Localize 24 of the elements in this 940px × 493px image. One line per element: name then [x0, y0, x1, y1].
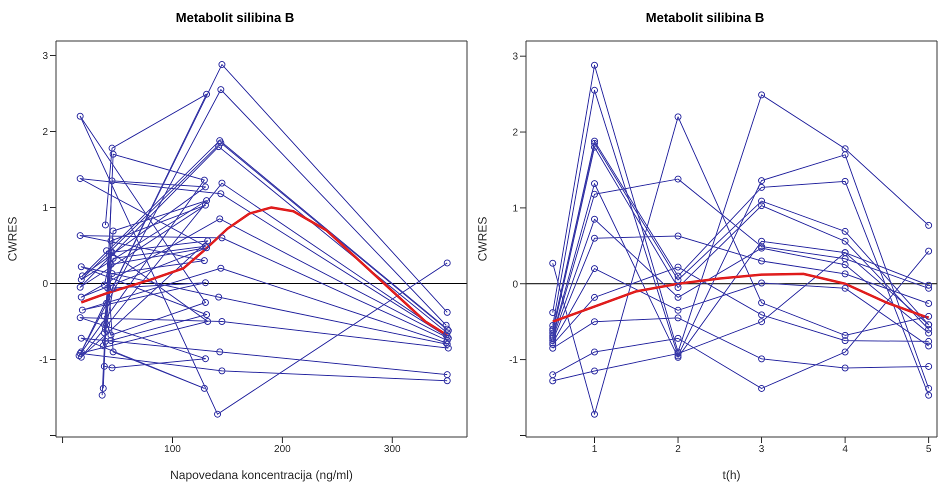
x-tick-label: 5	[926, 444, 932, 456]
chart-title: Metabolit silibina B	[644, 10, 766, 25]
y-tick-label: 0	[512, 279, 518, 290]
y-tick-label: 1	[42, 203, 48, 214]
y-tick-label: 1	[512, 203, 518, 214]
x-axis-title: Napovedana koncentracija (ng/ml)	[170, 468, 353, 482]
x-tick-label: 4	[842, 444, 848, 456]
y-tick-label: -1	[509, 355, 518, 366]
x-tick-label: 2	[675, 444, 682, 456]
x-tick-label: 100	[164, 444, 182, 456]
x-tick-label: 1	[592, 444, 598, 456]
y-tick-label: 3	[512, 52, 518, 63]
y-tick-label: -1	[39, 355, 48, 366]
y-tick-label: 2	[42, 127, 48, 138]
x-tick-label: 200	[274, 444, 292, 456]
y-tick-label: 0	[42, 279, 48, 290]
y-axis-title: CWRES	[5, 216, 20, 262]
x-tick-label: 300	[384, 444, 402, 456]
x-tick-label: 3	[758, 444, 765, 456]
y-axis-title: CWRES	[475, 216, 490, 262]
chart-title: Metabolit silibina B	[174, 10, 296, 25]
x-axis-title: t(h)	[722, 468, 741, 482]
y-tick-label: 3	[42, 50, 48, 62]
y-tick-label: 2	[512, 128, 518, 139]
